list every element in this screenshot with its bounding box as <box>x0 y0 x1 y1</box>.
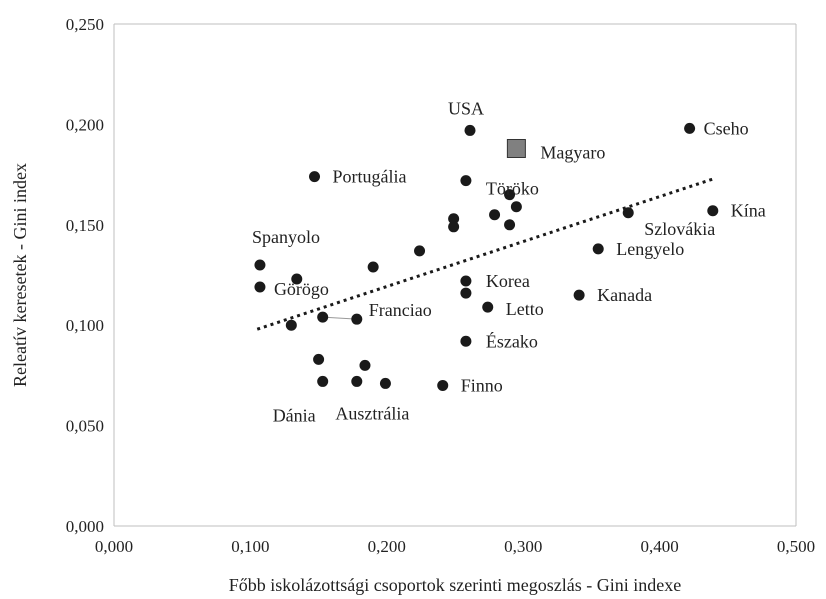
highlight-marker <box>506 138 526 158</box>
point-label-eszako: Észako <box>486 330 538 351</box>
data-point <box>414 245 426 257</box>
point-label-finno: Finno <box>461 375 503 395</box>
axes <box>113 23 797 527</box>
y-axis-title: Releatív keresetek - Gini index <box>10 163 30 387</box>
data-point <box>317 311 329 323</box>
data-point <box>448 221 460 233</box>
y-tick-labels: 0,000 0,050 0,100 0,150 0,200 0,250 <box>66 15 104 536</box>
point-label-dania: Dánia <box>273 405 316 425</box>
x-tick-label: 0,400 <box>640 537 678 556</box>
point-label-usa: USA <box>448 98 484 118</box>
data-point <box>460 175 472 187</box>
point-label-portugalia: Portugália <box>333 167 407 187</box>
data-point <box>309 171 321 183</box>
data-point <box>489 209 501 221</box>
y-tick-label: 0,050 <box>66 417 104 436</box>
data-point <box>379 377 391 389</box>
x-tick-label: 0,200 <box>368 537 406 556</box>
x-tick-label: 0,500 <box>777 537 815 556</box>
data-point <box>313 353 325 365</box>
data-point <box>510 201 522 213</box>
data-point <box>707 205 719 217</box>
y-tick-label: 0,200 <box>66 115 104 134</box>
point-label-kina: Kína <box>731 201 766 221</box>
data-point <box>351 313 363 325</box>
point-label-lengyelo: Lengyelo <box>616 239 684 259</box>
data-point <box>359 359 371 371</box>
data-point <box>285 319 297 331</box>
data-point <box>291 273 303 285</box>
trend-line <box>256 177 715 331</box>
data-point <box>254 259 266 271</box>
point-label-korea: Korea <box>486 271 530 291</box>
point-label-spanyolo: Spanyolo <box>252 227 320 247</box>
point-label-cseho: Cseho <box>704 118 749 138</box>
data-point <box>460 287 472 299</box>
point-label-kanada: Kanada <box>597 285 652 305</box>
data-point <box>482 301 494 313</box>
x-axis-title: Főbb iskolázottsági csoportok szerinti m… <box>229 575 681 595</box>
x-tick-labels: 0,000 0,100 0,200 0,300 0,400 0,500 <box>95 537 815 556</box>
data-point <box>460 335 472 347</box>
data-points <box>254 122 719 391</box>
y-tick-label: 0,000 <box>66 517 104 536</box>
data-point <box>592 243 604 255</box>
y-tick-label: 0,100 <box>66 316 104 335</box>
point-label-szlovakia: Szlovákia <box>644 219 715 239</box>
x-tick-label: 0,300 <box>504 537 542 556</box>
point-label-toroko: Töröko <box>486 179 539 199</box>
point-label-gorogo: Görögo <box>274 279 329 299</box>
data-point <box>460 275 472 287</box>
data-point <box>464 124 476 136</box>
data-point <box>367 261 379 273</box>
data-point <box>504 189 516 201</box>
x-tick-label: 0,000 <box>95 537 133 556</box>
data-point <box>351 375 363 387</box>
y-tick-label: 0,150 <box>66 216 104 235</box>
data-point <box>573 289 585 301</box>
franciao-leader-line <box>322 316 357 320</box>
data-point <box>254 281 266 293</box>
data-point <box>317 375 329 387</box>
highlight-label: Magyaro <box>540 142 605 162</box>
point-label-ausztralia: Ausztrália <box>335 403 409 423</box>
data-point <box>437 379 449 391</box>
data-point <box>684 122 696 134</box>
point-label-letto: Letto <box>506 299 544 319</box>
point-label-franciao: Franciao <box>369 300 432 320</box>
y-tick-label: 0,250 <box>66 15 104 34</box>
x-tick-label: 0,100 <box>231 537 269 556</box>
data-point <box>622 207 634 219</box>
data-point <box>504 219 516 231</box>
data-point <box>448 213 460 225</box>
point-labels: USA Cseho Portugália Töröko Szlovákia Kína Len… <box>252 98 766 425</box>
